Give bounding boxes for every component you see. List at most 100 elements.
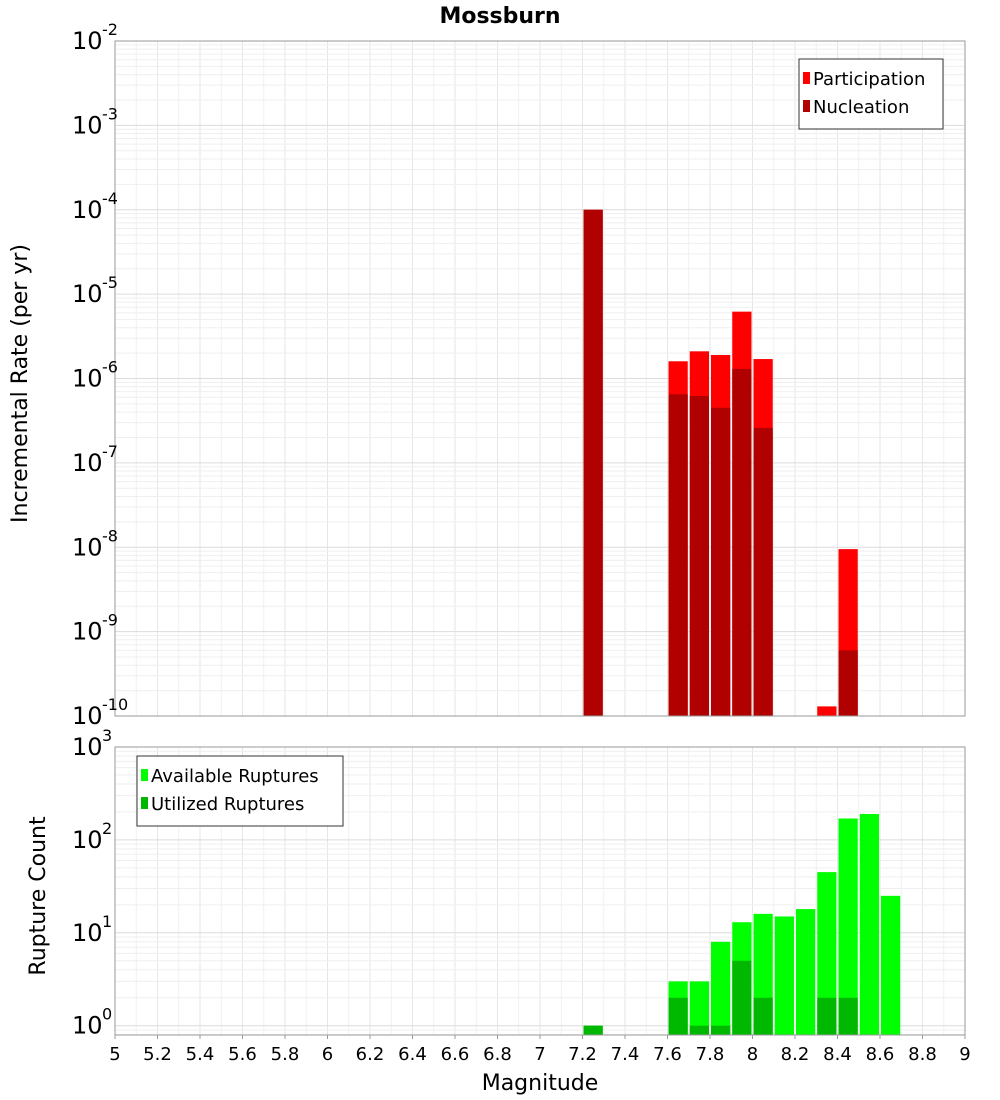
y-tick-base: 10 xyxy=(72,449,103,477)
y-tick-base: 10 xyxy=(72,280,103,308)
chart-title: Mossburn xyxy=(439,4,560,29)
legend-swatch xyxy=(141,797,148,809)
bar-utilized-ruptures: Utilized Ruptures @ 7.65: 2 xyxy=(668,997,688,1035)
y-tick-exponent: -10 xyxy=(102,695,128,714)
bar-available-ruptures: Available Ruptures @ 7.85: 8 xyxy=(711,941,731,1035)
bar-available-ruptures: Available Ruptures @ 8.25: 18 xyxy=(796,909,816,1035)
y-tick-label: 10 -10 xyxy=(72,695,128,730)
y-tick-exponent: -5 xyxy=(102,273,118,292)
y-tick-base: 10 xyxy=(72,111,103,139)
x-tick-label: 7.8 xyxy=(696,1044,725,1065)
x-tick-label: 8.6 xyxy=(866,1044,895,1065)
y-tick-base: 10 xyxy=(72,1012,103,1040)
y-tick-label: 10 -5 xyxy=(72,273,118,308)
y-tick-exponent: 1 xyxy=(102,912,112,931)
x-tick-label: 8.2 xyxy=(781,1044,810,1065)
bar-available-ruptures: Available Ruptures @ 8.15: 15 xyxy=(774,916,794,1035)
bar-available-ruptures: Available Ruptures @ 8.55: 190 xyxy=(859,814,879,1035)
x-tick-label: 7.6 xyxy=(653,1044,682,1065)
y-tick-label: 10 -4 xyxy=(72,189,118,224)
bar-nucleation: Nucleation @ 7.85: 4.5e-7 xyxy=(711,407,731,716)
y-tick-base: 10 xyxy=(72,919,103,947)
bar-available-ruptures: Available Ruptures @ 7.75: 3 xyxy=(689,981,709,1035)
x-tick-label: 8 xyxy=(747,1044,758,1065)
x-axis-label: Magnitude xyxy=(482,1071,599,1096)
rate-panel: Participation @ 7.25: 0.0001Participatio… xyxy=(8,20,966,730)
x-tick-label: 6.8 xyxy=(483,1044,512,1065)
y-tick-exponent: 2 xyxy=(102,819,112,838)
bar-utilized-ruptures: Utilized Ruptures @ 7.25: 1 xyxy=(583,1025,603,1035)
x-tick-label: 7 xyxy=(534,1044,545,1065)
y-tick-exponent: -8 xyxy=(102,526,118,545)
x-tick-label: 5.6 xyxy=(228,1044,257,1065)
y-tick-base: 10 xyxy=(72,533,103,561)
y-tick-exponent: -3 xyxy=(102,104,118,123)
legend-swatch xyxy=(803,100,810,112)
count-panel: Available Ruptures @ 7.25: 1Available Ru… xyxy=(26,726,971,1096)
bar-available-ruptures: Available Ruptures @ 8.65: 25 xyxy=(881,895,901,1035)
rate-legend: Participation Nucleation xyxy=(798,58,944,130)
y-tick-base: 10 xyxy=(72,365,103,393)
legend-box xyxy=(136,755,344,827)
y-tick-exponent: 0 xyxy=(102,1005,112,1024)
y-tick-exponent: -2 xyxy=(102,20,118,39)
x-tick-label: 5.2 xyxy=(143,1044,172,1065)
y-tick-label: 10 -7 xyxy=(72,442,118,477)
y-tick-label: 10 0 xyxy=(72,1005,112,1040)
y-tick-label: 10 -2 xyxy=(72,20,118,55)
legend-label: Available Ruptures xyxy=(151,766,319,787)
bar-nucleation: Nucleation @ 7.95: 0.0000013 xyxy=(732,368,752,716)
bar-nucleation: Nucleation @ 7.65: 6.5e-7 xyxy=(668,394,688,716)
x-tick-label: 7.2 xyxy=(568,1044,597,1065)
legend-swatch xyxy=(803,72,810,84)
y-tick-base: 10 xyxy=(72,826,103,854)
y-tick-exponent: -6 xyxy=(102,358,118,377)
y-tick-exponent: -9 xyxy=(102,611,118,630)
x-tick-label: 6 xyxy=(322,1044,333,1065)
bar-utilized-ruptures: Utilized Ruptures @ 7.85: 1 xyxy=(711,1025,731,1035)
y-tick-label: 10 -8 xyxy=(72,526,118,561)
rate-plot-frame xyxy=(114,40,966,717)
legend-box xyxy=(798,58,944,130)
y-tick-label: 10 -3 xyxy=(72,104,118,139)
x-tick-label: 8.4 xyxy=(823,1044,852,1065)
bar-utilized-ruptures: Utilized Ruptures @ 7.75: 1 xyxy=(689,1025,709,1035)
bar-nucleation: Nucleation @ 7.25: 0.0001 xyxy=(583,209,603,716)
y-tick-exponent: -7 xyxy=(102,442,118,461)
y-tick-label: 10 1 xyxy=(72,912,112,947)
y-tick-exponent: -4 xyxy=(102,189,118,208)
y-tick-base: 10 xyxy=(72,27,103,55)
x-ticks: 5 5.2 5.4 5.6 5.8 6 6.2 6.4 6.6 6.8 7 7.2 7.4 7.6 7.8 8… xyxy=(109,1035,971,1065)
bar-utilized-ruptures: Utilized Ruptures @ 8.45: 2 xyxy=(838,997,858,1035)
y-tick-label: 10 -6 xyxy=(72,358,118,393)
x-tick-label: 8.8 xyxy=(908,1044,937,1065)
x-tick-label: 5 xyxy=(109,1044,120,1065)
legend-label: Nucleation xyxy=(813,97,909,118)
x-tick-label: 7.4 xyxy=(611,1044,640,1065)
y-tick-label: 10 2 xyxy=(72,819,112,854)
legend-label: Utilized Ruptures xyxy=(151,794,304,815)
x-tick-label: 9 xyxy=(959,1044,970,1065)
y-tick-label: 10 3 xyxy=(72,726,112,761)
x-tick-label: 6.2 xyxy=(356,1044,385,1065)
y-tick-base: 10 xyxy=(72,196,103,224)
bar-utilized-ruptures: Utilized Ruptures @ 7.95: 5 xyxy=(732,960,752,1035)
y-tick-base: 10 xyxy=(72,733,103,761)
bar-utilized-ruptures: Utilized Ruptures @ 8.05: 2 xyxy=(753,997,773,1035)
rate-bars: Participation @ 7.25: 0.0001Participatio… xyxy=(583,209,858,716)
count-y-axis-label: Rupture Count xyxy=(26,816,51,976)
rate-grid xyxy=(114,41,966,717)
bar-participation: Participation @ 8.35: 1.3e-10 xyxy=(817,706,837,716)
x-tick-label: 6.6 xyxy=(441,1044,470,1065)
bar-available-ruptures: Available Ruptures @ 8.45: 170 xyxy=(838,818,858,1035)
y-tick-base: 10 xyxy=(72,702,103,730)
count-bars: Available Ruptures @ 7.25: 1Available Ru… xyxy=(583,814,901,1035)
y-tick-exponent: 3 xyxy=(102,726,112,745)
y-tick-label: 10 -9 xyxy=(72,611,118,646)
bar-nucleation: Nucleation @ 8.05: 2.6e-7 xyxy=(753,427,773,716)
bar-nucleation: Nucleation @ 8.45: 6e-10 xyxy=(838,650,858,716)
legend-label: Participation xyxy=(813,69,925,90)
